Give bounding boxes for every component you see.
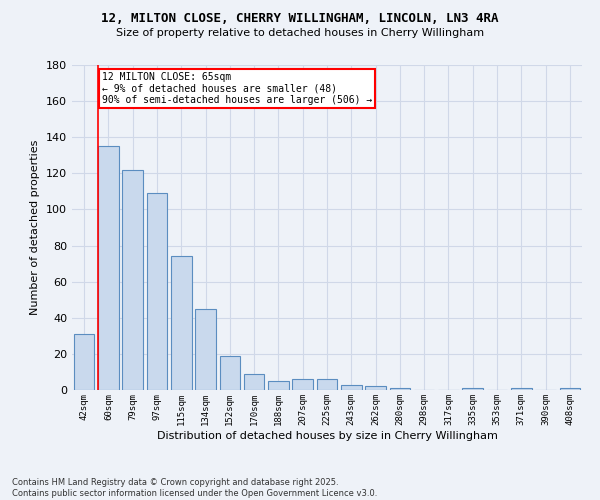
Bar — [463, 388, 483, 390]
Bar — [146, 193, 167, 390]
Bar — [122, 170, 143, 390]
X-axis label: Distribution of detached houses by size in Cherry Willingham: Distribution of detached houses by size … — [157, 430, 497, 440]
Bar — [389, 388, 410, 390]
Bar — [268, 381, 289, 390]
Bar — [560, 388, 580, 390]
Bar — [365, 386, 386, 390]
Text: 12, MILTON CLOSE, CHERRY WILLINGHAM, LINCOLN, LN3 4RA: 12, MILTON CLOSE, CHERRY WILLINGHAM, LIN… — [101, 12, 499, 26]
Bar — [511, 388, 532, 390]
Bar — [317, 379, 337, 390]
Bar — [341, 384, 362, 390]
Text: Contains HM Land Registry data © Crown copyright and database right 2025.
Contai: Contains HM Land Registry data © Crown c… — [12, 478, 377, 498]
Bar — [244, 374, 265, 390]
Bar — [171, 256, 191, 390]
Bar — [98, 146, 119, 390]
Text: Size of property relative to detached houses in Cherry Willingham: Size of property relative to detached ho… — [116, 28, 484, 38]
Bar — [74, 334, 94, 390]
Text: 12 MILTON CLOSE: 65sqm
← 9% of detached houses are smaller (48)
90% of semi-deta: 12 MILTON CLOSE: 65sqm ← 9% of detached … — [102, 72, 372, 106]
Bar — [195, 308, 216, 390]
Bar — [292, 379, 313, 390]
Y-axis label: Number of detached properties: Number of detached properties — [31, 140, 40, 315]
Bar — [220, 356, 240, 390]
